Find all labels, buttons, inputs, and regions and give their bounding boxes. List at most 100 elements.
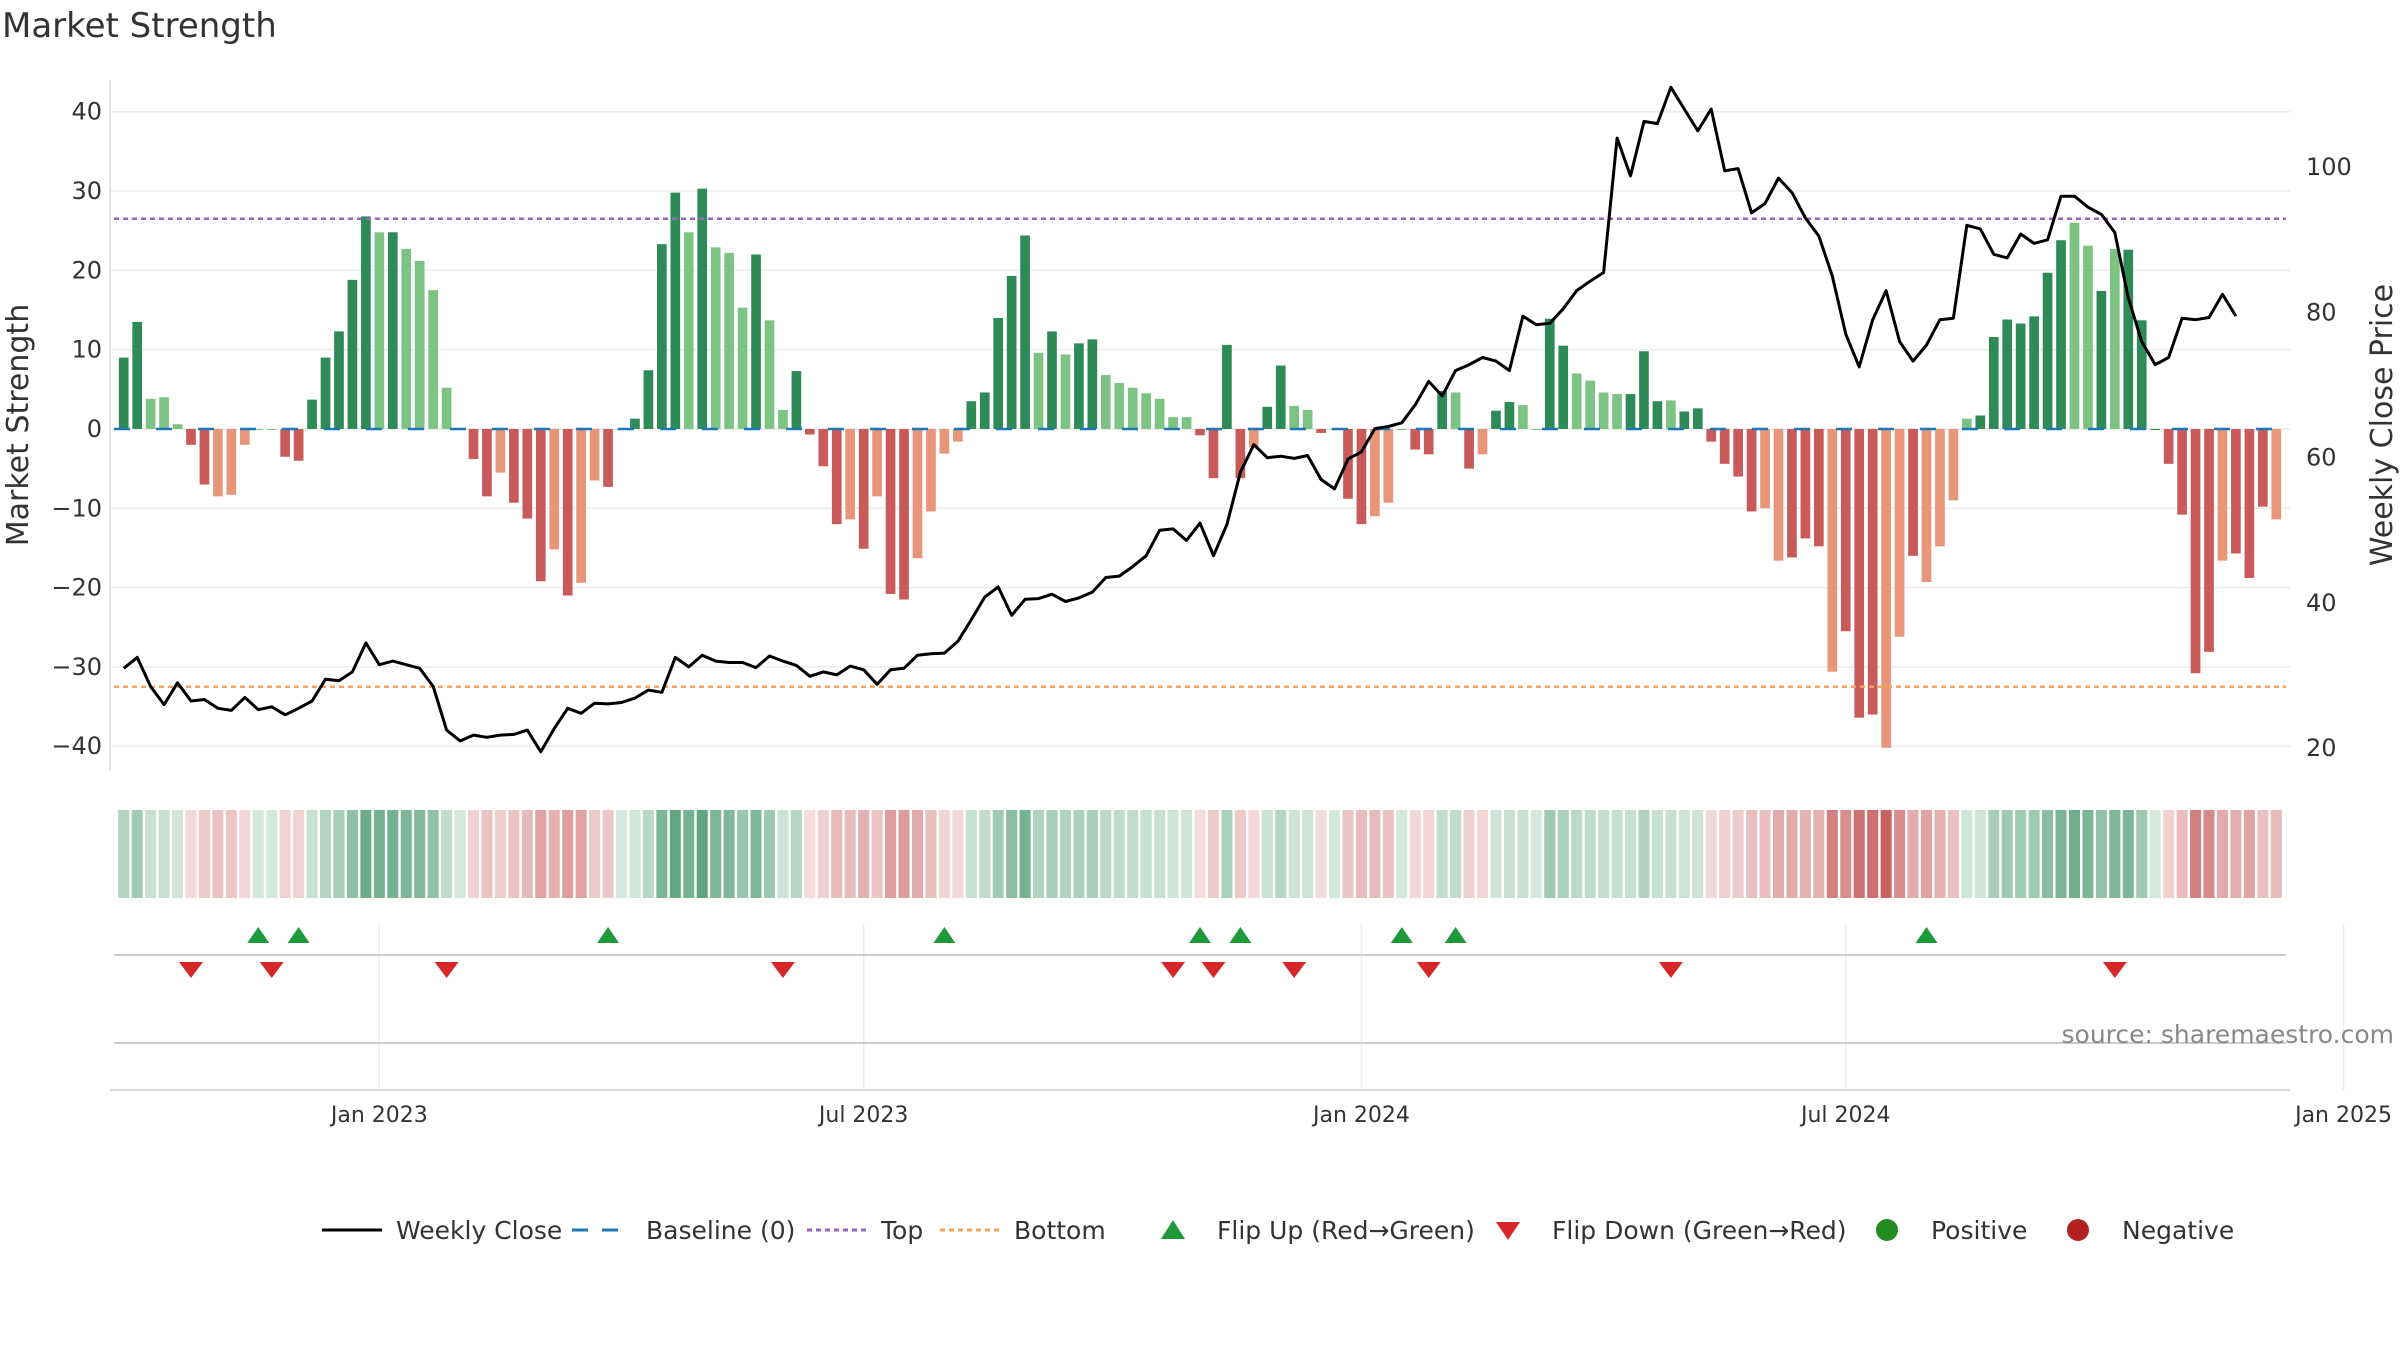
strength-heat-cell xyxy=(1006,810,1018,898)
strength-heat-cell xyxy=(2095,810,2107,898)
strength-heat-cell xyxy=(575,810,587,898)
strength-bar xyxy=(1074,343,1084,429)
strength-bar xyxy=(1814,428,1824,547)
strength-heat-cell xyxy=(2230,810,2242,898)
legend-negative-swatch xyxy=(2067,1219,2089,1241)
strength-heat-cell xyxy=(1705,810,1717,898)
strength-bar xyxy=(1692,408,1703,429)
strength-bar xyxy=(2217,428,2228,561)
strength-bar xyxy=(1894,428,1905,637)
strength-bar xyxy=(1370,428,1380,517)
strength-heat-cell xyxy=(373,810,385,898)
strength-heat-cell xyxy=(2122,810,2134,898)
strength-bar xyxy=(1571,373,1582,429)
strength-bar xyxy=(2177,428,2187,515)
strength-bar xyxy=(1531,428,1542,430)
strength-heat-cell xyxy=(1275,810,1287,898)
strength-bar xyxy=(428,290,438,429)
strength-heat-cell xyxy=(831,810,843,898)
legend-label: Negative xyxy=(2122,1216,2234,1245)
strength-bar xyxy=(2204,428,2214,652)
strength-bar xyxy=(697,188,708,429)
strength-bar xyxy=(1060,354,1071,429)
x-tick-label: Jan 2025 xyxy=(2293,1103,2392,1128)
strength-heat-cell xyxy=(1557,810,1569,898)
strength-heat-cell xyxy=(589,810,601,898)
strength-bar xyxy=(1423,428,1434,455)
strength-bar xyxy=(1114,382,1125,429)
strength-heat-cell xyxy=(1382,810,1394,898)
strength-heat-cell xyxy=(1947,810,1959,898)
strength-heat-cell xyxy=(2055,810,2067,898)
strength-bar xyxy=(831,428,842,525)
strength-heat-cell xyxy=(1974,810,1986,898)
strength-bar xyxy=(1706,428,1717,442)
strength-heat-cell xyxy=(158,810,170,898)
strength-bar xyxy=(1652,401,1663,429)
strength-heat-cell xyxy=(145,810,157,898)
strength-bar xyxy=(643,370,654,429)
strength-bar xyxy=(1840,428,1851,632)
strength-bar xyxy=(307,399,317,429)
strength-heat-cell xyxy=(1100,810,1112,898)
strength-bar xyxy=(1504,402,1515,429)
strength-bar xyxy=(2109,248,2120,429)
strength-bar xyxy=(1020,235,1030,429)
strength-heat-cell xyxy=(333,810,345,898)
strength-bar xyxy=(589,428,600,481)
y2-tick-label: 20 xyxy=(2306,734,2337,762)
strength-bar xyxy=(1679,411,1690,429)
legend-flip-up-swatch xyxy=(1161,1220,1185,1239)
y-tick-label: −10 xyxy=(51,494,102,522)
strength-heat-cell xyxy=(1624,810,1637,898)
strength-heat-cell xyxy=(1517,810,1529,898)
strength-heat-cell xyxy=(266,810,278,898)
strength-bar xyxy=(1222,344,1232,429)
strength-heat-cell xyxy=(817,810,829,898)
strength-bar xyxy=(159,397,169,429)
y2-tick-label: 40 xyxy=(2306,589,2337,617)
strength-bar xyxy=(374,232,385,429)
strength-bar xyxy=(2042,272,2053,429)
strength-bar xyxy=(226,428,237,495)
strength-heat-cell xyxy=(548,810,560,898)
strength-heat-cell xyxy=(1423,810,1435,898)
strength-bar xyxy=(751,254,761,429)
strength-heat-cell xyxy=(1248,810,1260,898)
strength-heat-cell xyxy=(737,810,749,898)
strength-bar xyxy=(1719,428,1730,464)
strength-heat-cell xyxy=(225,810,237,898)
strength-heat-cell xyxy=(1033,810,1045,898)
strength-heat-cell xyxy=(172,810,184,898)
strength-heat-cell xyxy=(185,810,197,898)
y-tick-label: −20 xyxy=(51,574,102,602)
y2-tick-label: 100 xyxy=(2306,153,2352,181)
strength-heat-cell xyxy=(1678,810,1690,898)
y2-tick-label: 60 xyxy=(2306,444,2337,472)
strength-heat-cell xyxy=(2136,810,2148,898)
strength-bar xyxy=(441,387,452,429)
flip-down-marker xyxy=(1658,962,1683,978)
strength-heat-cell xyxy=(521,810,533,898)
strength-heat-cell xyxy=(2149,810,2161,898)
strength-heat-cell xyxy=(696,810,708,898)
strength-bar xyxy=(1302,409,1313,429)
strength-bar xyxy=(2056,240,2066,429)
strength-heat-cell xyxy=(1826,810,1838,898)
strength-heat-cell xyxy=(683,810,695,898)
strength-heat-cell xyxy=(642,810,654,898)
strength-bar xyxy=(1787,428,1797,558)
strength-bar xyxy=(1208,428,1219,479)
strength-heat-cell xyxy=(346,810,358,898)
strength-heat-cell xyxy=(1113,810,1125,898)
strength-bar xyxy=(1625,394,1636,429)
strength-heat-cell xyxy=(441,810,453,898)
strength-bar xyxy=(1585,380,1595,429)
strength-heat-cell xyxy=(777,810,789,898)
strength-bar xyxy=(509,428,519,503)
strength-heat-cell xyxy=(804,810,816,898)
strength-bar xyxy=(764,320,775,429)
strength-bar xyxy=(1733,428,1743,477)
legend-label: Weekly Close xyxy=(396,1216,562,1245)
